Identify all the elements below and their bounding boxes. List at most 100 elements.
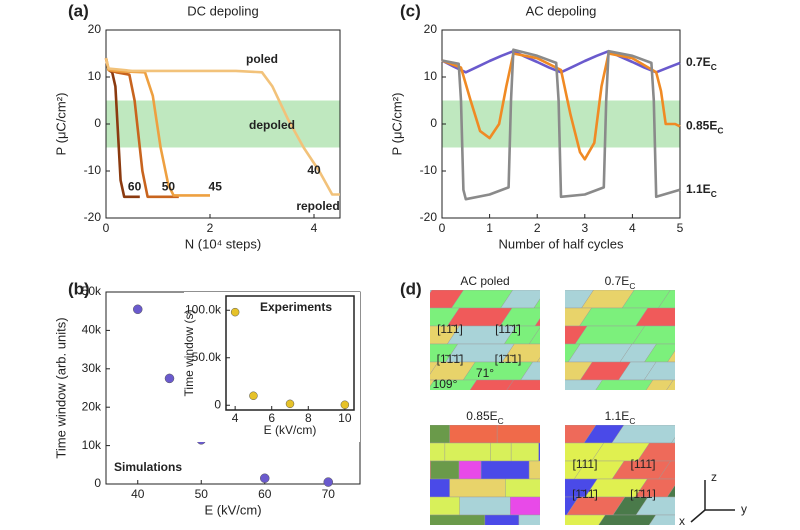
domain bbox=[430, 496, 460, 516]
domain bbox=[681, 326, 736, 344]
series-label: 0.7EC bbox=[686, 55, 717, 72]
annotation: poled bbox=[246, 52, 278, 66]
domain bbox=[430, 460, 460, 480]
x-tick-label: 50 bbox=[195, 487, 209, 501]
y-tick-label: 50k bbox=[82, 284, 102, 298]
domain bbox=[667, 350, 675, 363]
y-tick-label: 10 bbox=[424, 69, 438, 83]
x-axis-label: Number of half cycles bbox=[499, 236, 624, 251]
y-tick-label: 50.0k bbox=[192, 350, 222, 364]
domain bbox=[510, 496, 540, 516]
x-tick-label: 10 bbox=[338, 411, 352, 425]
legend-label: Experiments bbox=[260, 300, 332, 314]
depoled-band bbox=[442, 100, 680, 148]
domain-image bbox=[565, 290, 747, 398]
axis-arrow bbox=[690, 509, 706, 523]
point bbox=[323, 477, 333, 487]
series-label: 0.85EC bbox=[686, 119, 723, 136]
y-tick-label: -20 bbox=[84, 210, 102, 224]
domain bbox=[658, 290, 675, 309]
domain bbox=[528, 327, 540, 345]
series-label-main: 1.1E bbox=[686, 182, 711, 196]
x-tick-label: 4 bbox=[232, 411, 239, 425]
domain bbox=[430, 442, 446, 462]
axis-name: y bbox=[741, 502, 747, 516]
x-axis-label: N (10⁴ steps) bbox=[185, 236, 261, 251]
domain bbox=[690, 308, 747, 326]
domain bbox=[449, 478, 506, 498]
domain bbox=[534, 318, 540, 327]
domain bbox=[520, 361, 540, 381]
domain bbox=[490, 442, 512, 462]
y-tick-label: 10 bbox=[88, 69, 102, 83]
domain bbox=[643, 361, 675, 381]
domain-label: [11̄1] bbox=[437, 322, 463, 336]
image-title-sub: C bbox=[629, 281, 635, 291]
series-line bbox=[104, 57, 210, 197]
y-tick-label: 100.0k bbox=[185, 302, 222, 316]
y-axis-label: P (μC/cm²) bbox=[53, 93, 68, 156]
x-tick-label: 0 bbox=[439, 221, 446, 235]
y-axis-label: Time window (arb. units) bbox=[53, 317, 68, 458]
domain bbox=[565, 379, 603, 390]
x-axis-label: E (kV/cm) bbox=[204, 502, 261, 517]
x-tick-label: 5 bbox=[677, 221, 684, 235]
annotation: depoled bbox=[249, 118, 295, 132]
domain bbox=[459, 496, 511, 516]
y-tick-label: -10 bbox=[84, 163, 102, 177]
image-title: AC poled bbox=[460, 274, 509, 288]
x-tick-label: 2 bbox=[534, 221, 541, 235]
domain bbox=[666, 485, 675, 498]
domain bbox=[536, 357, 540, 363]
domain-label: [1̄11̄] bbox=[572, 487, 598, 501]
series-label: 1.1EC bbox=[686, 182, 717, 199]
x-tick-label: 6 bbox=[268, 411, 275, 425]
image-title: 0.85EC bbox=[466, 409, 503, 426]
domain bbox=[449, 425, 498, 444]
domain-label: 71° bbox=[476, 366, 494, 380]
y-tick-label: 20 bbox=[88, 22, 102, 36]
y-tick-label: 30k bbox=[82, 361, 102, 375]
domain-label: [1̄1̄1̄] bbox=[437, 352, 464, 366]
domain bbox=[533, 298, 540, 309]
series-label: 45 bbox=[209, 180, 223, 194]
x-tick-label: 70 bbox=[322, 487, 336, 501]
domain bbox=[538, 442, 540, 462]
domain bbox=[430, 425, 450, 444]
axis-name: x bbox=[679, 514, 685, 528]
domain bbox=[684, 380, 741, 398]
domain bbox=[670, 437, 675, 444]
y-tick-label: 0 bbox=[430, 116, 437, 130]
image-title-sub: C bbox=[498, 416, 504, 426]
legend-label: Simulations bbox=[114, 460, 182, 474]
x-tick-label: 4 bbox=[311, 221, 318, 235]
annotation: repoled bbox=[296, 199, 339, 213]
domain bbox=[505, 478, 540, 498]
domain bbox=[400, 443, 425, 461]
panel-label: (a) bbox=[68, 1, 89, 20]
chart-title: AC depoling bbox=[526, 3, 597, 18]
domain-label: [11̄1̄] bbox=[495, 322, 521, 336]
series-label-sub: C bbox=[711, 189, 717, 199]
x-tick-label: 1 bbox=[486, 221, 493, 235]
y-tick-label: 0 bbox=[94, 116, 101, 130]
y-tick-label: -20 bbox=[420, 210, 438, 224]
depoled-band bbox=[106, 100, 340, 148]
domain bbox=[400, 515, 429, 530]
domain bbox=[635, 307, 675, 327]
domain-label: [111] bbox=[573, 457, 598, 471]
domain bbox=[510, 442, 539, 462]
series-label-main: 0.7E bbox=[686, 55, 711, 69]
domain bbox=[458, 460, 482, 480]
domain bbox=[506, 379, 540, 390]
panel-label: (b) bbox=[68, 279, 90, 298]
y-tick-label: 20k bbox=[82, 399, 102, 413]
domain bbox=[693, 290, 738, 308]
domain bbox=[693, 515, 726, 530]
series-line bbox=[441, 52, 681, 161]
series-label-sub: C bbox=[717, 126, 723, 136]
x-tick-label: 40 bbox=[131, 487, 145, 501]
image-title-main: 0.85E bbox=[466, 409, 497, 423]
point bbox=[164, 373, 175, 384]
